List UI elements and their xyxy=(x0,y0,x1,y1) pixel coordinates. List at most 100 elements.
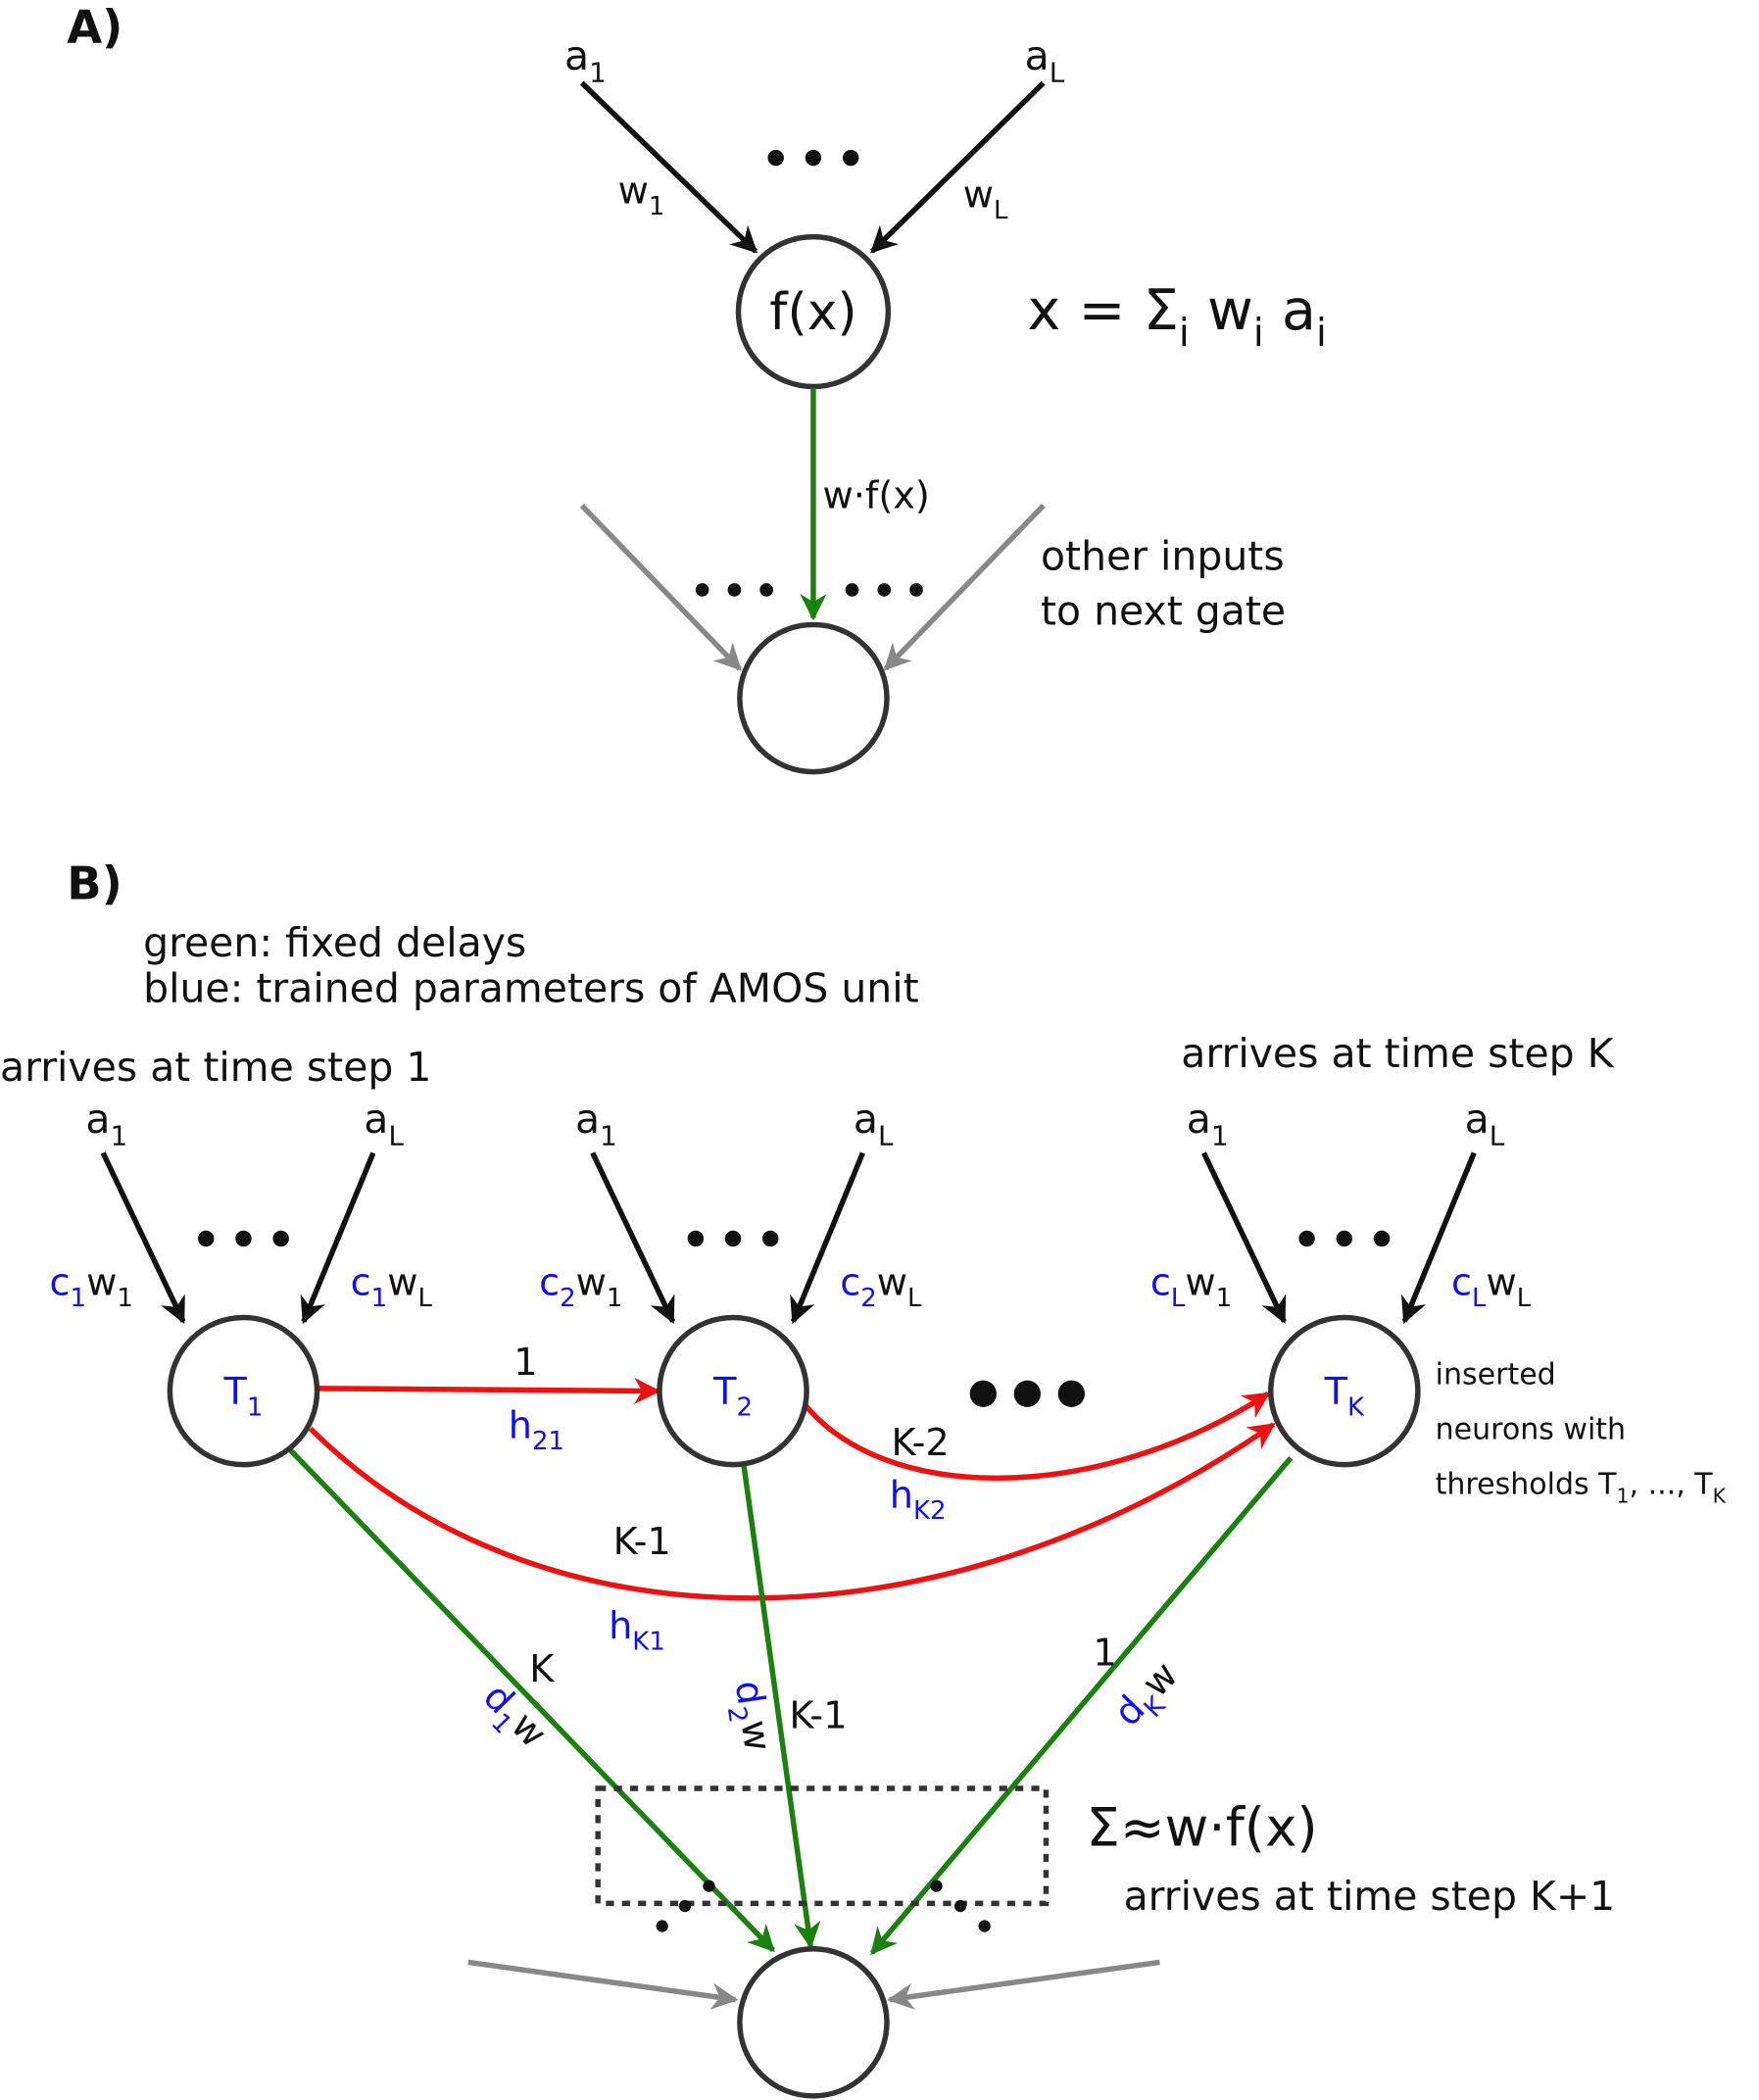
ellipsis-dot xyxy=(724,1230,742,1247)
weight-label-sub: 1 xyxy=(607,1284,623,1313)
input-label-sub: L xyxy=(1490,1119,1505,1151)
weight-label: wL xyxy=(963,174,1008,225)
input-label-sub: 1 xyxy=(110,1119,127,1151)
ellipsis-dot xyxy=(198,1230,215,1247)
input-label-text: a xyxy=(364,1096,388,1143)
weight-label: cLw1 xyxy=(1150,1261,1232,1312)
param-label-text: d xyxy=(726,1678,772,1707)
input-label-sub: L xyxy=(878,1119,894,1151)
weight-label: c1wL xyxy=(351,1261,433,1312)
formula-sub: i xyxy=(1253,312,1264,356)
input-label: aL xyxy=(854,1096,894,1151)
neuron xyxy=(167,1314,320,1468)
ellipsis-dot xyxy=(1373,1230,1391,1247)
annotation: arrives at time step 1 xyxy=(0,1044,431,1091)
param-label-sub: K1 xyxy=(632,1628,665,1657)
note: thresholds T1, ..., TK xyxy=(1436,1468,1727,1508)
input-label: aL xyxy=(1465,1096,1505,1151)
input-label-sub: 1 xyxy=(600,1119,617,1151)
note: neurons with xyxy=(1436,1413,1626,1447)
input-label-text: a xyxy=(1465,1096,1490,1143)
input-label: a1 xyxy=(564,32,607,88)
input-label: a1 xyxy=(575,1096,617,1151)
formula-sub: i xyxy=(1316,312,1327,356)
ellipsis-dot xyxy=(272,1230,289,1247)
threshold-label-sub: 2 xyxy=(736,1393,753,1423)
delay-label: 1 xyxy=(1093,1632,1116,1675)
param-label-sub: 21 xyxy=(532,1427,564,1456)
weight-label-sub: L xyxy=(1472,1284,1487,1313)
input-label-text: a xyxy=(564,32,589,79)
weight-label-text: w xyxy=(1185,1261,1215,1304)
note: to next gate xyxy=(1041,587,1286,634)
annotation: arrives at time step K xyxy=(1181,1030,1614,1077)
input-label: aL xyxy=(364,1096,404,1151)
weight-label-sub: 1 xyxy=(117,1284,133,1313)
weight-label-text: w xyxy=(1487,1261,1517,1304)
legend-entry: blue: trained parameters of AMOS unit xyxy=(143,964,919,1011)
param-label: dKw xyxy=(1106,1654,1193,1741)
weight-label-text: w xyxy=(877,1261,907,1304)
weight-label-sub: 2 xyxy=(860,1284,877,1313)
weight-label-text: c xyxy=(1150,1261,1171,1304)
weight-label-sub: L xyxy=(907,1284,922,1313)
input-label-sub: L xyxy=(388,1119,404,1151)
panel-a-shapes xyxy=(579,80,1046,775)
weight-label-text: c xyxy=(50,1261,71,1304)
weight-label-text: w xyxy=(576,1261,607,1304)
param-label-text: h xyxy=(509,1404,532,1447)
note-sub: K xyxy=(1713,1485,1727,1508)
formula-sub: i xyxy=(1179,312,1190,356)
weight-label-sub: 2 xyxy=(560,1284,576,1313)
formula-text: a xyxy=(1264,277,1316,343)
note-text: inserted xyxy=(1436,1358,1556,1392)
formula: x = Σi wi ai xyxy=(1027,277,1327,356)
weight-label-sub: 1 xyxy=(649,192,665,221)
input-label-sub: 1 xyxy=(589,56,607,88)
param-label: h21 xyxy=(509,1404,564,1455)
input-label: aL xyxy=(1025,32,1065,88)
threshold-label: T1 xyxy=(223,1371,264,1422)
input-edge xyxy=(790,1151,865,1325)
sum-label: Σ≈w·f(x) xyxy=(1086,1796,1317,1859)
edge-label: w·f(x) xyxy=(822,475,929,518)
param-label: hK2 xyxy=(890,1474,947,1525)
weight-label-text: c xyxy=(539,1261,560,1304)
input-label: a1 xyxy=(1187,1096,1229,1151)
weight-label: cLwL xyxy=(1451,1261,1532,1312)
note-text: neurons with xyxy=(1436,1413,1626,1447)
param-label: hK1 xyxy=(609,1605,665,1656)
input-label: a1 xyxy=(85,1096,127,1151)
param-label-sub: 2 xyxy=(721,1705,753,1726)
param-label-text: w xyxy=(732,1718,779,1754)
ellipsis-dot xyxy=(687,1230,705,1247)
weight-label-sub: L xyxy=(1517,1284,1532,1313)
panel-label: A) xyxy=(67,1,122,54)
weight-label: w1 xyxy=(618,170,665,220)
weight-label-sub: 1 xyxy=(1216,1284,1233,1313)
threshold-label: T2 xyxy=(712,1371,753,1422)
panel-label: B) xyxy=(67,856,122,909)
legend-entry: green: fixed delays xyxy=(143,919,526,966)
input-edge xyxy=(590,1151,676,1325)
weight-label-text: w xyxy=(618,170,649,213)
param-label-sub: K2 xyxy=(913,1496,947,1526)
ellipsis-dot xyxy=(235,1230,252,1247)
formula-text: w xyxy=(1190,277,1253,343)
delay-label: K xyxy=(529,1648,555,1691)
param-label: d2w xyxy=(717,1678,778,1755)
weight-label-text: w xyxy=(963,174,994,218)
param-label-text: h xyxy=(890,1474,913,1517)
panel-b-shapes xyxy=(285,1377,1294,2099)
input-label-text: a xyxy=(575,1096,600,1143)
weight-label-text: c xyxy=(351,1261,371,1304)
neuron xyxy=(657,1314,809,1468)
delay-label: K-1 xyxy=(613,1521,671,1564)
input-edge xyxy=(1201,1151,1287,1325)
note: other inputs xyxy=(1041,532,1285,579)
threshold-label-text: T xyxy=(223,1371,248,1414)
weight-label: c2w1 xyxy=(539,1261,622,1312)
input-edge xyxy=(300,1151,376,1325)
input-label-text: a xyxy=(1187,1096,1211,1143)
note-text: thresholds T xyxy=(1436,1468,1618,1502)
